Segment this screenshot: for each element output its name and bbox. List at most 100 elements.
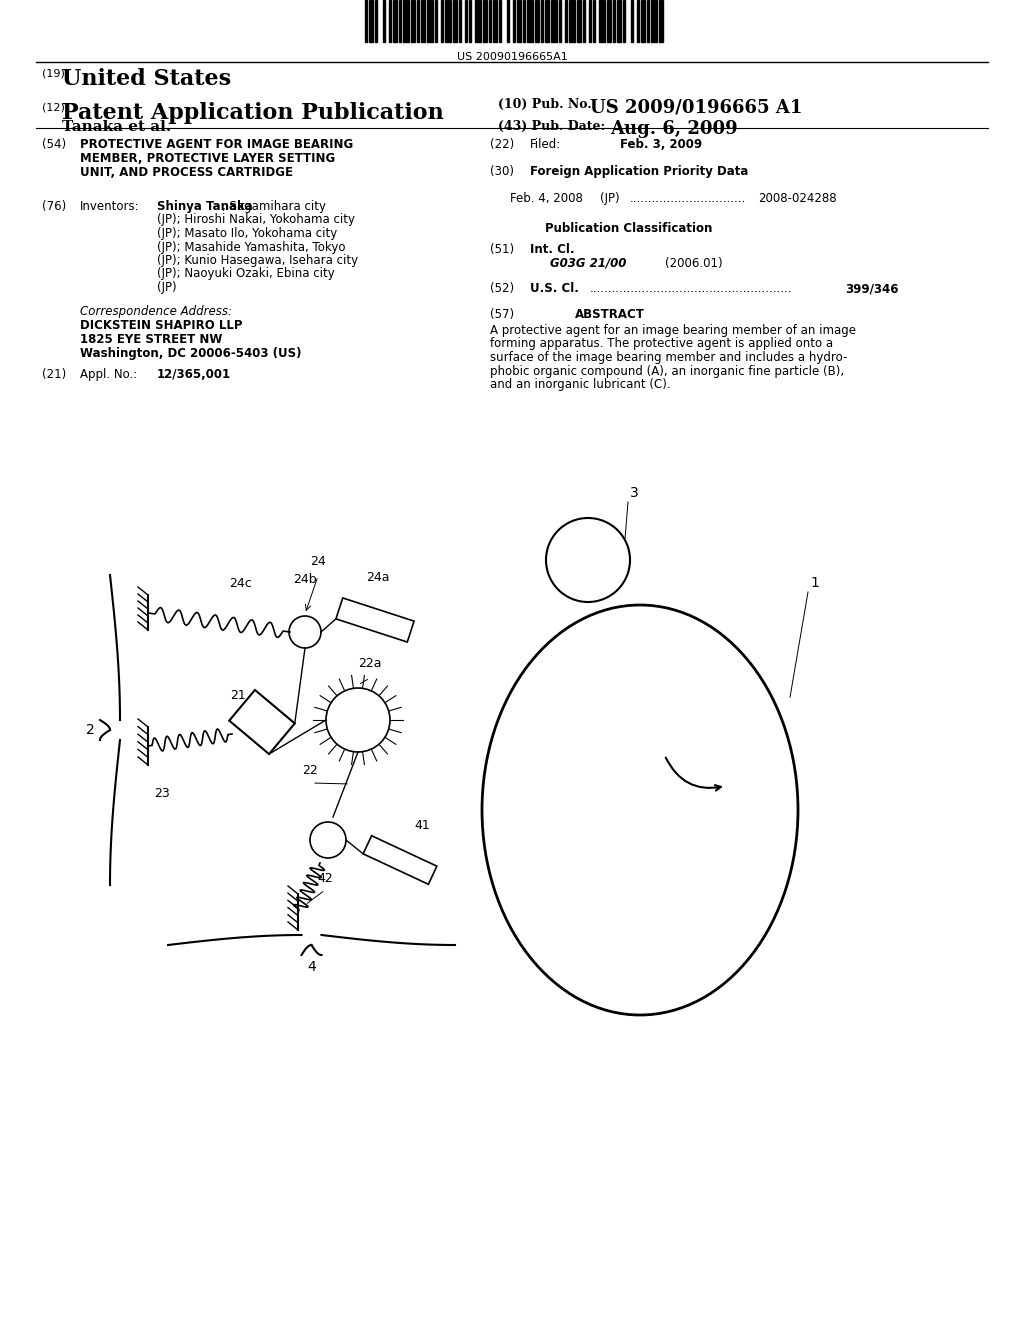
Text: Feb. 4, 2008: Feb. 4, 2008 <box>510 191 583 205</box>
Text: Tanaka et al.: Tanaka et al. <box>62 120 171 135</box>
Text: (19): (19) <box>42 69 65 78</box>
Bar <box>441 0 443 42</box>
Bar <box>631 0 633 42</box>
Bar <box>577 0 581 42</box>
Bar <box>383 0 385 42</box>
Text: 3: 3 <box>630 486 639 500</box>
Bar <box>393 0 397 42</box>
Bar <box>593 0 595 42</box>
Bar <box>365 0 367 42</box>
Text: (22): (22) <box>490 139 514 150</box>
Bar <box>453 0 457 42</box>
Bar <box>369 0 373 42</box>
Text: ...............................: ............................... <box>630 191 746 205</box>
Text: Appl. No.:: Appl. No.: <box>80 368 137 381</box>
Bar <box>637 0 639 42</box>
Text: 22a: 22a <box>358 657 382 671</box>
Text: 23: 23 <box>155 787 170 800</box>
Bar <box>523 0 525 42</box>
Bar <box>459 0 461 42</box>
Text: Inventors:: Inventors: <box>80 201 139 213</box>
Text: (JP); Hiroshi Nakai, Yokohama city: (JP); Hiroshi Nakai, Yokohama city <box>157 214 355 227</box>
Bar <box>607 0 611 42</box>
Bar <box>427 0 433 42</box>
Bar <box>403 0 409 42</box>
Text: Shinya Tanaka: Shinya Tanaka <box>157 201 253 213</box>
Text: phobic organic compound (A), an inorganic fine particle (B),: phobic organic compound (A), an inorgani… <box>490 364 844 378</box>
Bar <box>513 0 515 42</box>
Text: 22: 22 <box>302 764 317 777</box>
Bar <box>417 0 419 42</box>
Bar <box>465 0 467 42</box>
Bar <box>559 0 561 42</box>
Bar <box>551 0 557 42</box>
Text: 1825 EYE STREET NW: 1825 EYE STREET NW <box>80 333 222 346</box>
Text: A protective agent for an image bearing member of an image: A protective agent for an image bearing … <box>490 323 856 337</box>
Text: Correspondence Address:: Correspondence Address: <box>80 305 232 318</box>
Text: 21: 21 <box>230 689 246 702</box>
Bar <box>535 0 539 42</box>
Text: (JP): (JP) <box>157 281 176 294</box>
Bar <box>489 0 490 42</box>
Text: Int. Cl.: Int. Cl. <box>530 243 574 256</box>
Bar <box>375 0 377 42</box>
Text: (30): (30) <box>490 165 514 178</box>
Text: surface of the image bearing member and includes a hydro-: surface of the image bearing member and … <box>490 351 848 364</box>
Text: US 2009/0196665 A1: US 2009/0196665 A1 <box>590 98 803 116</box>
Text: ABSTRACT: ABSTRACT <box>575 308 645 321</box>
Text: forming apparatus. The protective agent is applied onto a: forming apparatus. The protective agent … <box>490 338 834 351</box>
Text: ......................................................: ........................................… <box>590 282 793 294</box>
Bar <box>569 0 575 42</box>
Text: (10) Pub. No.:: (10) Pub. No.: <box>498 98 596 111</box>
Text: , Sagamihara city: , Sagamihara city <box>222 201 326 213</box>
Bar <box>435 0 437 42</box>
Text: 399/346: 399/346 <box>845 282 898 294</box>
Text: 1: 1 <box>810 576 819 590</box>
Text: 24c: 24c <box>228 577 251 590</box>
Bar <box>507 0 509 42</box>
Text: (JP); Naoyuki Ozaki, Ebina city: (JP); Naoyuki Ozaki, Ebina city <box>157 268 335 281</box>
Text: (JP); Kunio Hasegawa, Isehara city: (JP); Kunio Hasegawa, Isehara city <box>157 253 358 267</box>
Text: 2: 2 <box>86 723 95 737</box>
Text: (JP); Masahide Yamashita, Tokyo: (JP); Masahide Yamashita, Tokyo <box>157 240 345 253</box>
Text: (52): (52) <box>490 282 514 294</box>
Text: 12/365,001: 12/365,001 <box>157 368 231 381</box>
Bar <box>389 0 391 42</box>
Text: and an inorganic lubricant (C).: and an inorganic lubricant (C). <box>490 378 671 391</box>
Bar <box>499 0 501 42</box>
Text: (54): (54) <box>42 139 67 150</box>
Bar <box>469 0 471 42</box>
Bar <box>651 0 657 42</box>
Bar <box>647 0 649 42</box>
Text: PROTECTIVE AGENT FOR IMAGE BEARING: PROTECTIVE AGENT FOR IMAGE BEARING <box>80 139 353 150</box>
Bar <box>399 0 401 42</box>
Text: 4: 4 <box>307 960 316 974</box>
Bar <box>613 0 615 42</box>
Text: 24a: 24a <box>367 572 390 583</box>
Text: Publication Classification: Publication Classification <box>545 222 713 235</box>
Text: 2008-024288: 2008-024288 <box>758 191 837 205</box>
Bar <box>475 0 481 42</box>
Bar <box>483 0 487 42</box>
Bar <box>541 0 543 42</box>
Text: (21): (21) <box>42 368 67 381</box>
Text: (2006.01): (2006.01) <box>665 257 723 271</box>
Text: G03G 21/00: G03G 21/00 <box>550 257 627 271</box>
Text: (JP); Masato Ilo, Yokohama city: (JP); Masato Ilo, Yokohama city <box>157 227 337 240</box>
Text: Feb. 3, 2009: Feb. 3, 2009 <box>620 139 702 150</box>
Bar <box>583 0 585 42</box>
Text: United States: United States <box>62 69 231 90</box>
Bar <box>445 0 451 42</box>
Text: Filed:: Filed: <box>530 139 561 150</box>
Bar <box>421 0 425 42</box>
Text: (51): (51) <box>490 243 514 256</box>
Text: (12): (12) <box>42 102 65 112</box>
Text: U.S. Cl.: U.S. Cl. <box>530 282 579 294</box>
Bar <box>659 0 663 42</box>
Bar <box>589 0 591 42</box>
Text: (43) Pub. Date:: (43) Pub. Date: <box>498 120 605 133</box>
Bar <box>517 0 521 42</box>
Text: US 20090196665A1: US 20090196665A1 <box>457 51 567 62</box>
Bar <box>493 0 497 42</box>
Text: (76): (76) <box>42 201 67 213</box>
